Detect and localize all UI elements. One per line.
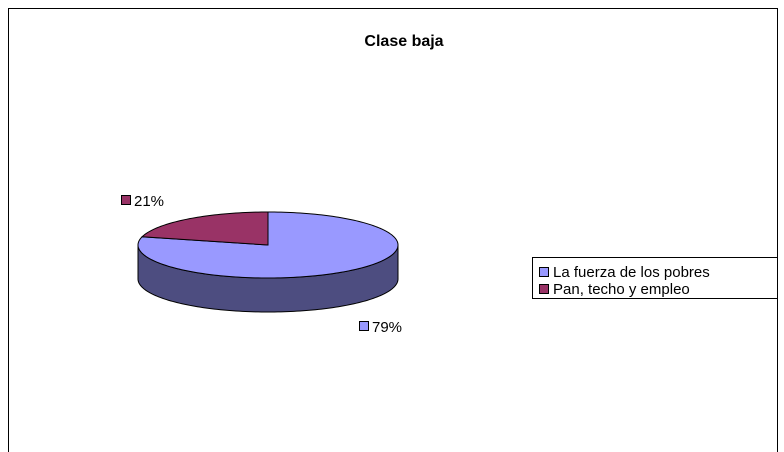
label-key: [121, 195, 131, 205]
pie-slice: [140, 211, 269, 246]
value-label: 79%: [372, 319, 402, 336]
legend-label: La fuerza de los pobres: [553, 264, 710, 281]
legend-box: [532, 257, 778, 299]
chart-title: Clase baja: [364, 33, 443, 50]
legend-key: [539, 284, 549, 294]
label-key: [359, 321, 369, 331]
legend-key: [539, 267, 549, 277]
legend-label: Pan, techo y empleo: [553, 281, 690, 298]
value-label: 21%: [134, 193, 164, 210]
chart-border: [8, 8, 778, 452]
